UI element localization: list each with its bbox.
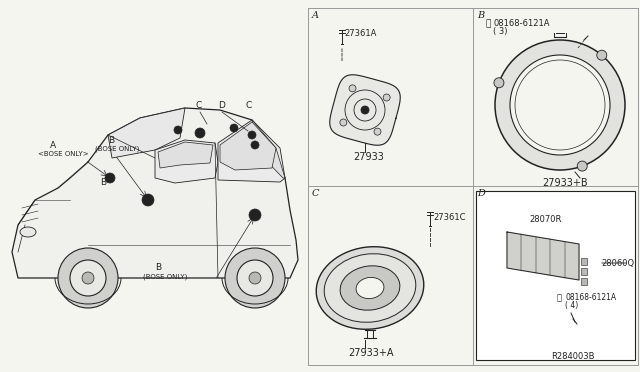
Circle shape	[142, 194, 154, 206]
Polygon shape	[108, 108, 185, 158]
Polygon shape	[155, 140, 218, 183]
Text: D: D	[218, 101, 225, 110]
Ellipse shape	[324, 254, 416, 322]
Circle shape	[58, 248, 118, 308]
Circle shape	[577, 161, 588, 171]
Text: 27361A: 27361A	[344, 29, 376, 38]
Text: 28070R: 28070R	[529, 215, 561, 224]
Circle shape	[510, 55, 610, 155]
Bar	[476, 191, 635, 360]
Text: B: B	[477, 11, 484, 20]
Text: ( 3): ( 3)	[493, 27, 508, 36]
Polygon shape	[218, 120, 285, 182]
Circle shape	[174, 126, 182, 134]
Circle shape	[383, 94, 390, 101]
Polygon shape	[252, 120, 285, 178]
Text: R284003B: R284003B	[551, 352, 595, 361]
Text: Ⓢ: Ⓢ	[557, 293, 562, 302]
Ellipse shape	[356, 278, 384, 299]
Polygon shape	[12, 108, 298, 278]
Bar	[581, 278, 587, 285]
Circle shape	[361, 106, 369, 114]
Text: 27933+A: 27933+A	[348, 348, 394, 358]
Circle shape	[349, 85, 356, 92]
Text: 08168-6121A: 08168-6121A	[493, 19, 550, 28]
Circle shape	[195, 128, 205, 138]
Circle shape	[249, 272, 261, 284]
Circle shape	[495, 40, 625, 170]
Text: C: C	[312, 189, 319, 198]
Polygon shape	[330, 75, 400, 145]
Bar	[581, 268, 587, 275]
Text: <BOSE ONLY>: <BOSE ONLY>	[38, 151, 88, 157]
Text: B: B	[155, 263, 161, 272]
Polygon shape	[507, 232, 579, 280]
Text: Ⓢ: Ⓢ	[485, 19, 490, 28]
Text: (BOSE ONLY): (BOSE ONLY)	[143, 273, 188, 279]
Circle shape	[70, 260, 106, 296]
Text: B: B	[100, 178, 106, 187]
Circle shape	[251, 141, 259, 149]
Text: 27361C: 27361C	[433, 213, 465, 222]
Text: 28060Q: 28060Q	[601, 259, 634, 268]
Bar	[581, 258, 587, 265]
Circle shape	[494, 78, 504, 88]
Text: 27933+B: 27933+B	[542, 178, 588, 188]
Circle shape	[249, 209, 261, 221]
Polygon shape	[220, 122, 276, 170]
Text: (BOSE ONLY): (BOSE ONLY)	[95, 146, 140, 153]
Text: C: C	[245, 101, 252, 110]
Circle shape	[374, 128, 381, 135]
Text: A: A	[50, 141, 56, 150]
Ellipse shape	[20, 227, 36, 237]
Circle shape	[230, 124, 238, 132]
Text: B: B	[108, 136, 114, 145]
Circle shape	[82, 272, 94, 284]
Text: C: C	[195, 101, 201, 110]
Circle shape	[105, 173, 115, 183]
Circle shape	[596, 50, 607, 60]
Text: D: D	[477, 189, 485, 198]
Text: 08168-6121A: 08168-6121A	[565, 293, 616, 302]
Circle shape	[237, 260, 273, 296]
Ellipse shape	[316, 247, 424, 329]
Text: A: A	[312, 11, 319, 20]
Text: 27933: 27933	[353, 152, 384, 162]
Circle shape	[248, 131, 256, 139]
Circle shape	[225, 248, 285, 308]
Polygon shape	[158, 142, 213, 168]
Text: ( 4): ( 4)	[565, 301, 579, 310]
Circle shape	[340, 119, 347, 126]
Ellipse shape	[340, 266, 400, 310]
